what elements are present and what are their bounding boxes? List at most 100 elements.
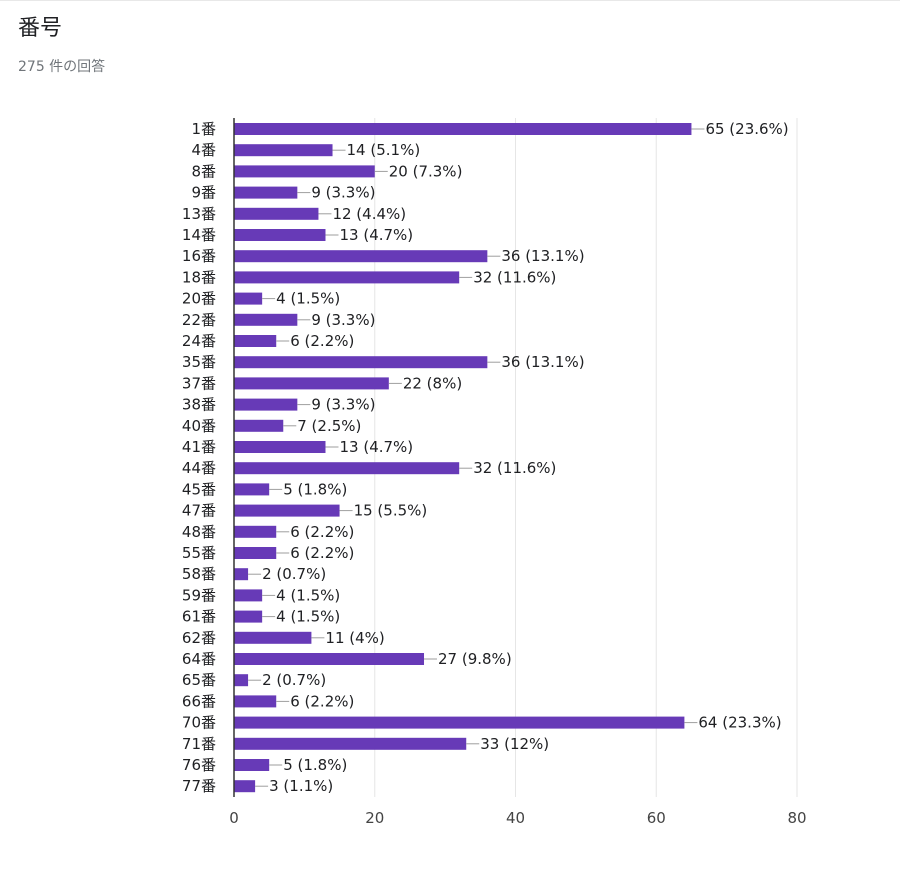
bar-37番	[234, 377, 389, 390]
bar-48番	[234, 525, 277, 538]
data-label: 6 (2.2%)	[290, 523, 354, 541]
category-label: 48番	[182, 523, 216, 541]
bar-13番	[234, 207, 319, 220]
bar-71番	[234, 737, 467, 750]
category-label: 13番	[182, 205, 216, 223]
bar-77番	[234, 780, 256, 793]
bar-8番	[234, 165, 375, 178]
bar-16番	[234, 250, 488, 263]
data-label: 20 (7.3%)	[389, 162, 463, 180]
data-label: 32 (11.6%)	[473, 268, 556, 286]
category-label: 61番	[182, 608, 216, 626]
category-label: 1番	[191, 120, 216, 138]
category-label: 59番	[182, 586, 216, 604]
x-tick-label: 0	[229, 809, 239, 827]
data-label: 27 (9.8%)	[438, 650, 512, 668]
bar-61番	[234, 610, 263, 623]
category-label: 9番	[191, 184, 216, 202]
data-label: 64 (23.3%)	[698, 714, 781, 732]
data-label: 2 (0.7%)	[262, 671, 326, 689]
data-label: 13 (4.7%)	[339, 226, 413, 244]
bar-35番	[234, 356, 488, 369]
top-divider	[0, 0, 900, 1]
category-label: 55番	[182, 544, 216, 562]
bar-24番	[234, 335, 277, 347]
bar-47番	[234, 504, 340, 517]
category-label: 71番	[182, 735, 216, 753]
data-label: 5 (1.8%)	[283, 480, 347, 498]
data-label: 7 (2.5%)	[297, 417, 361, 435]
data-label: 13 (4.7%)	[339, 438, 413, 456]
data-label: 15 (5.5%)	[354, 502, 428, 520]
data-label: 6 (2.2%)	[290, 692, 354, 710]
data-label: 4 (1.5%)	[276, 608, 340, 626]
category-label: 40番	[182, 417, 216, 435]
category-label: 77番	[182, 777, 216, 795]
category-label: 24番	[182, 332, 216, 350]
data-label: 9 (3.3%)	[311, 311, 375, 329]
category-label: 4番	[191, 141, 216, 159]
data-label: 9 (3.3%)	[311, 396, 375, 414]
bar-4番	[234, 144, 333, 157]
bar-55番	[234, 547, 277, 559]
grid-lines	[374, 118, 798, 797]
data-label: 36 (13.1%)	[501, 247, 584, 265]
axes: 0 20 40 60 80 1番 65 (23.6%) 4番 14 (5.1%) 8番 20 (7.…	[182, 118, 807, 827]
data-label: 12 (4.4%)	[332, 205, 406, 223]
category-label: 66番	[182, 692, 216, 710]
response-count: 275 件の回答	[18, 59, 106, 75]
bar-76番	[234, 759, 270, 771]
bar-64番	[234, 653, 425, 665]
data-label: 5 (1.8%)	[283, 756, 347, 774]
bar-22番	[234, 313, 298, 326]
category-label: 18番	[182, 268, 216, 286]
data-label: 4 (1.5%)	[276, 290, 340, 308]
category-label: 38番	[182, 396, 216, 414]
bar-45番	[234, 483, 270, 496]
data-label: 11 (4%)	[325, 629, 384, 647]
bars	[234, 123, 705, 793]
category-label: 20番	[182, 290, 216, 308]
bar-65番	[234, 674, 249, 687]
category-label: 47番	[182, 502, 216, 520]
bar-41番	[234, 441, 326, 453]
category-label: 22番	[182, 311, 216, 329]
bar-20番	[234, 292, 263, 305]
data-label: 6 (2.2%)	[290, 544, 354, 562]
category-label: 16番	[182, 247, 216, 265]
bar-70番	[234, 716, 685, 729]
x-tick-label: 20	[365, 809, 384, 827]
data-label: 9 (3.3%)	[311, 184, 375, 202]
bar-14番	[234, 229, 326, 241]
category-label: 37番	[182, 374, 216, 392]
x-tick-label: 80	[787, 809, 806, 827]
data-label: 65 (23.6%)	[705, 120, 788, 138]
bar-18番	[234, 271, 460, 284]
data-label: 2 (0.7%)	[262, 565, 326, 583]
category-label: 58番	[182, 565, 216, 583]
category-label: 64番	[182, 650, 216, 668]
category-label: 14番	[182, 226, 216, 244]
data-label: 4 (1.5%)	[276, 586, 340, 604]
category-label: 76番	[182, 756, 216, 774]
bar-66番	[234, 695, 277, 708]
data-label: 14 (5.1%)	[347, 141, 421, 159]
data-label: 32 (11.6%)	[473, 459, 556, 477]
data-label: 22 (8%)	[403, 374, 462, 392]
bar-9番	[234, 186, 298, 199]
bar-62番	[234, 631, 312, 644]
bar-44番	[234, 462, 460, 475]
data-label: 6 (2.2%)	[290, 332, 354, 350]
category-label: 65番	[182, 671, 216, 689]
bar-40番	[234, 419, 284, 432]
data-label: 3 (1.1%)	[269, 777, 333, 795]
category-label: 62番	[182, 629, 216, 647]
category-label: 70番	[182, 714, 216, 732]
bar-1番	[234, 123, 692, 135]
bar-59番	[234, 589, 263, 602]
bar-58番	[234, 568, 249, 581]
question-title: 番号	[18, 16, 63, 41]
category-label: 41番	[182, 438, 216, 456]
data-label: 36 (13.1%)	[501, 353, 584, 371]
